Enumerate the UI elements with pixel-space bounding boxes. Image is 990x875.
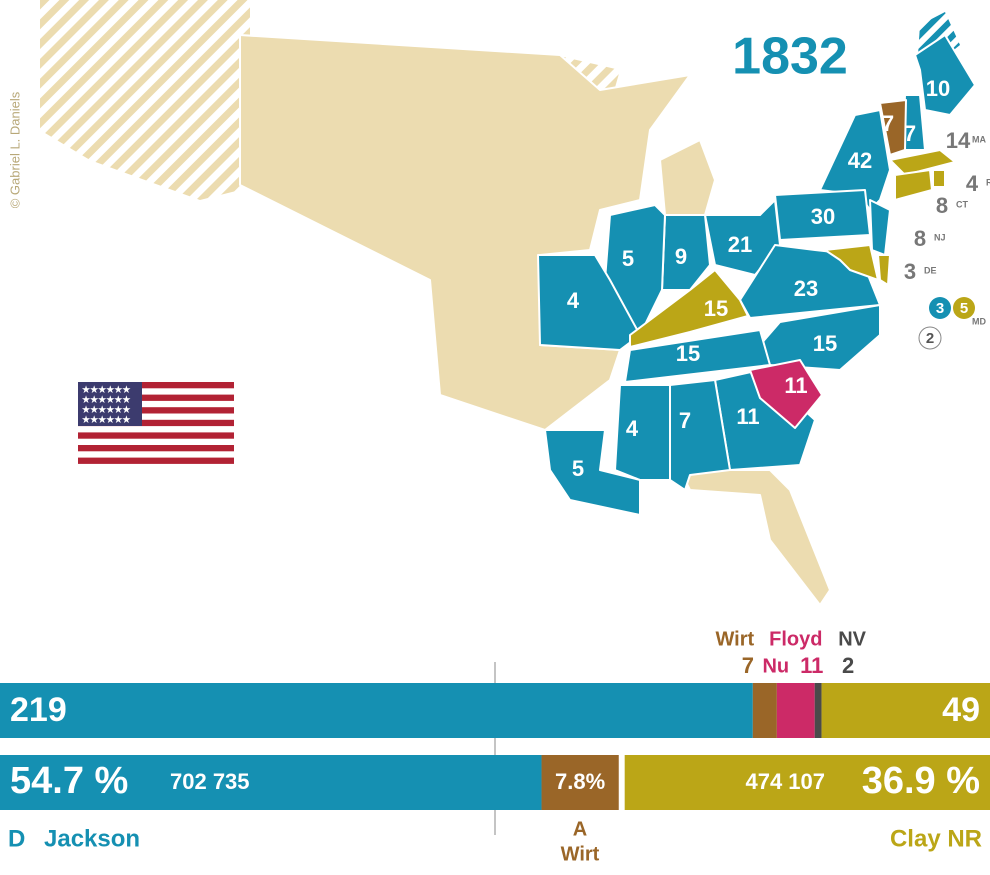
electoral-label: 2 [842,653,854,678]
candidate-name: Wirt [715,628,754,650]
electoral-label: 219 [10,691,67,729]
electoral-label: 49 [942,691,980,729]
state-votes: 5 [622,246,634,271]
popular-pct: 54.7 % [10,760,128,802]
state-abbr: RI [986,177,990,187]
state-abbr: DE [924,265,937,275]
state-votes: 11 [736,404,759,429]
disputed-territory [40,0,250,200]
state-votes: 15 [704,296,728,321]
state-votes: 23 [794,276,818,301]
state-votes: 7 [882,111,894,136]
state-votes: 21 [728,232,752,257]
state [932,169,946,188]
state [879,99,907,156]
electoral-label: 11 [800,653,823,678]
watermark: © Gabriel L. Daniels [7,91,22,208]
state-abbr: MA [972,134,986,144]
candidate-name: Floyd [769,628,822,650]
state-votes: 15 [813,331,837,356]
state [824,244,879,281]
flag: ★★★★★★★★★★★★★★★★★★★★★★★★ [78,382,234,464]
legend-name: Wirt [561,843,600,865]
state-votes: 7 [679,408,691,433]
state-votes: 3 [904,259,916,284]
popular-votes: 474 107 [745,769,825,794]
popular-bar [0,755,542,810]
territory [659,139,716,216]
state-votes: 8 [914,226,926,251]
candidate-name: NV [838,628,866,650]
electoral-label: 7 [742,653,754,678]
year-title: 1832 [732,28,848,86]
state [749,359,823,429]
state [544,429,641,516]
state [889,149,956,176]
state-abbr: CT [956,199,968,209]
state [914,34,976,116]
electoral-bar [814,683,822,738]
legend-party: D [8,825,25,852]
popular-votes: 702 735 [170,769,250,794]
state-votes: 5 [960,300,968,317]
electoral-bar [752,683,777,738]
state-votes: 14 [946,128,971,153]
state [894,169,933,201]
map [40,0,976,606]
popular-pct: 7.8% [555,769,605,794]
legend-name: Clay NR [890,825,982,852]
electoral-bar [776,683,815,738]
state-votes: 8 [936,193,948,218]
state-abbr: MD [972,316,986,326]
state-abbr: NJ [934,232,946,242]
electoral-bar [821,683,990,738]
state-votes: 4 [626,416,639,441]
legend-party: A [573,818,587,840]
svg-text:★★★★★★: ★★★★★★ [82,394,131,404]
state-votes: 7 [904,121,916,146]
state-votes: 3 [936,300,944,317]
state-votes: 4 [567,288,580,313]
state [614,384,671,481]
state [869,199,891,256]
svg-text:★★★★★★: ★★★★★★ [82,384,131,394]
vote-circle [953,297,975,319]
state-votes: 2 [926,330,934,347]
popular-bar [624,755,990,810]
state-votes: 42 [848,148,872,173]
state-votes: 5 [572,456,584,481]
state-votes: 11 [784,373,807,398]
vote-circle [929,297,951,319]
svg-text:★★★★★★: ★★★★★★ [82,414,131,424]
state-votes: 10 [926,76,950,101]
svg-text:★★★★★★: ★★★★★★ [82,404,131,414]
state-votes: 4 [966,171,979,196]
state [877,254,891,286]
state-votes: 15 [676,341,700,366]
state-votes: 30 [811,204,835,229]
party-name: Nu [762,655,789,677]
legend-name: Jackson [44,825,140,852]
territory [679,469,831,606]
state [629,269,749,348]
popular-bar [541,755,619,810]
state-votes: 9 [675,244,687,269]
electoral-bar [0,683,753,738]
popular-pct: 36.9 % [862,760,980,802]
vote-circle [918,326,942,350]
